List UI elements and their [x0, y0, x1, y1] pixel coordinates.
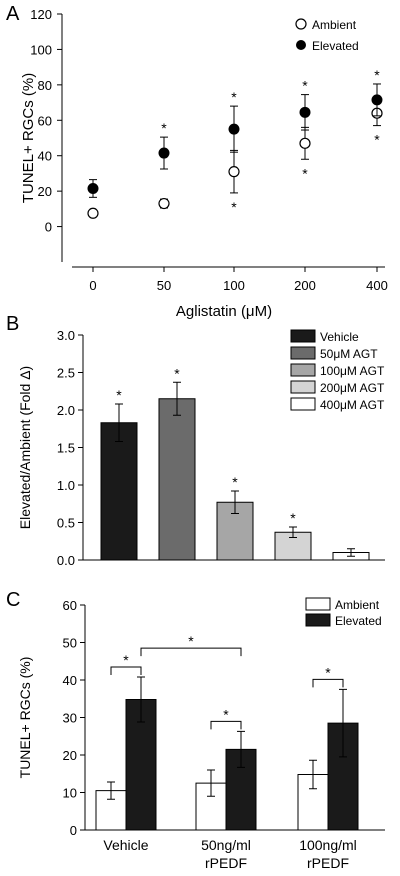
significance-marker: * [188, 633, 194, 649]
legend-elevated-marker [296, 40, 306, 50]
significance-marker: * [302, 165, 308, 181]
y-tick-label: 0.5 [57, 516, 75, 531]
y-tick-label: 40 [63, 673, 77, 688]
y-axis-label: TUNEL+ RGCs (%) [20, 73, 37, 203]
significance-marker: * [374, 132, 380, 148]
x-tick-label: 100ng/ml [299, 837, 357, 853]
significance-bracket [140, 647, 242, 657]
x-tick-label: 0 [89, 278, 96, 293]
panel-label-c: C [6, 589, 20, 611]
y-tick-label: 30 [63, 711, 77, 726]
legend-label: 100μM AGT [320, 364, 385, 378]
significance-marker: * [161, 120, 167, 136]
legend-swatch [290, 363, 316, 377]
legend-swatch [305, 613, 331, 627]
significance-marker: * [174, 365, 180, 381]
y-tick-label: 0 [70, 823, 77, 838]
bar [158, 398, 196, 561]
significance-marker: * [232, 474, 238, 490]
elevated-point [228, 123, 240, 135]
panel-label-b: B [6, 313, 19, 335]
legend-elevated-label: Elevated [312, 39, 359, 53]
legend-label: Elevated [335, 614, 382, 628]
panel-label-a: A [6, 3, 20, 25]
panel-b-bar-chart: 0.0 0.5 1.0 1.5 2.0 2.5 3.0 Elevated/Ambient (F… [17, 328, 385, 568]
ambient-point [158, 197, 170, 210]
y-tick-label: 20 [63, 748, 77, 763]
legend-swatch [290, 397, 316, 411]
legend-label: Vehicle [320, 330, 359, 344]
bar [274, 531, 312, 561]
y-tick-label: 50 [63, 636, 77, 651]
y-axis-label: TUNEL+ RGCs (%) [17, 657, 33, 779]
x-tick-label: rPEDF [205, 855, 247, 871]
elevated-point [299, 106, 311, 118]
legend-swatch [290, 380, 316, 394]
bar [100, 422, 138, 561]
y-tick-label: 0.0 [57, 553, 75, 568]
x-tick-label: Vehicle [103, 837, 148, 853]
legend-ambient-marker [295, 18, 307, 30]
significance-marker: * [290, 510, 296, 526]
elevated-point [87, 182, 99, 194]
ambient-point [228, 166, 240, 178]
y-tick-label: 1.0 [57, 478, 75, 493]
x-tick-label: rPEDF [307, 855, 349, 871]
y-tick-label: 2.0 [57, 403, 75, 418]
legend-label: 50μM AGT [320, 347, 378, 361]
y-tick-label: 60 [38, 113, 52, 128]
x-axis-label: Aglistatin (μM) [176, 303, 272, 320]
x-tick-label: 100 [223, 278, 245, 293]
significance-marker: * [231, 89, 237, 105]
panel-a-scatter: 0 20 40 60 80 100 120 0 50 100 200 400 Aglistatin (μ… [20, 7, 388, 320]
significance-bracket [110, 666, 142, 675]
significance-bracket [210, 720, 242, 730]
significance-marker: * [231, 199, 237, 215]
y-axis-label: Elevated/Ambient (Fold Δ) [17, 366, 33, 529]
legend-label: 400μM AGT [320, 398, 385, 412]
y-tick-label: 80 [38, 78, 52, 93]
significance-marker: * [123, 652, 129, 668]
x-tick-label: 50 [157, 278, 171, 293]
significance-marker: * [116, 387, 122, 403]
x-tick-label: 50ng/ml [201, 837, 251, 853]
legend-swatch [290, 329, 316, 343]
y-tick-label: 100 [30, 42, 52, 57]
y-tick-label: 3.0 [57, 328, 75, 343]
y-tick-label: 120 [30, 7, 52, 22]
legend-swatch [290, 346, 316, 360]
legend-label: Ambient [335, 598, 380, 612]
significance-marker: * [302, 78, 308, 94]
legend-label: 200μM AGT [320, 381, 385, 395]
significance-marker: * [325, 664, 331, 680]
significance-bracket [312, 678, 344, 688]
elevated-point [158, 147, 170, 159]
ambient-point [87, 207, 99, 219]
y-tick-label: 40 [38, 149, 52, 164]
legend-ambient-label: Ambient [312, 18, 357, 32]
x-tick-label: 200 [294, 278, 316, 293]
y-tick-label: 20 [38, 184, 52, 199]
legend-swatch [305, 597, 331, 611]
y-tick-label: 0 [45, 220, 52, 235]
y-tick-label: 1.5 [57, 441, 75, 456]
significance-marker: * [374, 67, 380, 83]
elevated-point [371, 94, 383, 106]
panel-c-bar-chart: 0 10 20 30 40 50 60 TUNEL+ RGCs (%) Vehicle 50ng/… [17, 597, 385, 871]
significance-marker: * [223, 706, 229, 722]
y-tick-label: 60 [63, 598, 77, 613]
y-tick-label: 10 [63, 786, 77, 801]
y-tick-label: 2.5 [57, 366, 75, 381]
x-tick-label: 400 [366, 278, 388, 293]
ambient-point [299, 137, 311, 149]
